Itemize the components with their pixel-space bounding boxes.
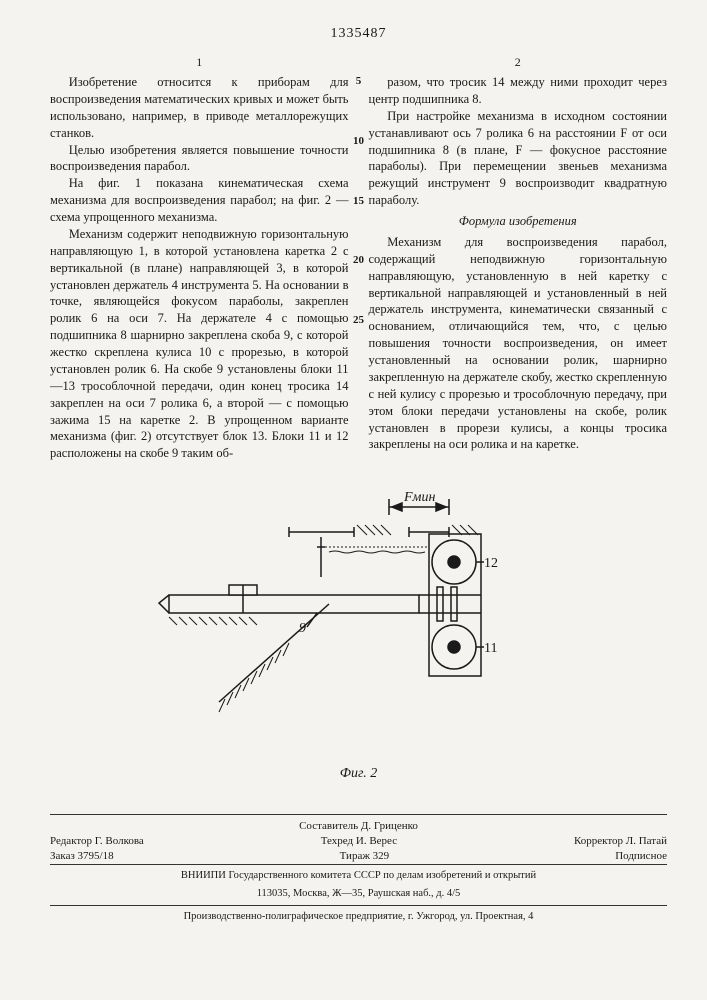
footer: Составитель Д. Гриценко Редактор Г. Волк… [50,814,667,924]
footer-org2: 113035, Москва, Ж—35, Раушская наб., д. … [50,887,667,901]
ref-9: 9 [299,621,306,636]
lineno: 20 [351,253,367,268]
footer-editor: Редактор Г. Волкова [50,834,144,849]
patent-page: 1335487 5 10 15 20 25 1 Изобретение отно… [0,0,707,1000]
paragraph: Механизм содержит неподвижную горизонтал… [50,226,349,462]
figure-2: Fмин [50,487,667,767]
footer-rule [50,864,667,865]
fmin-label: Fмин [403,490,435,505]
footer-credits-row: Редактор Г. Волкова Техред И. Верес Корр… [50,834,667,849]
ref-11: 11 [484,641,497,656]
paragraph: разом, что тросик 14 между ними проходит… [369,74,668,108]
ref-12: 12 [484,556,498,571]
fig2-diagram: Fмин [149,487,569,767]
column-left: 1 Изобретение относится к приборам для в… [50,54,349,462]
column-right: 2 разом, что тросик 14 между ними проход… [369,54,668,462]
figure-label: Фиг. 2 [50,765,667,784]
footer-order-row: Заказ 3795/18 Тираж 329 Подписное [50,849,667,864]
footer-sign: Подписное [615,849,667,864]
lineno: 15 [351,194,367,209]
paragraph: На фиг. 1 показана кинематическая схема … [50,175,349,226]
footer-rule [50,905,667,906]
lineno: 5 [351,74,367,89]
paragraph: При настройке механизма в исходном состо… [369,108,668,209]
footer-order: Заказ 3795/18 [50,849,114,864]
footer-org3: Производственно-полиграфическое предприя… [50,910,667,924]
footer-rule [50,814,667,815]
line-number-gutter: 5 10 15 20 25 [351,74,367,328]
lineno: 10 [351,134,367,149]
col-number: 2 [369,54,668,70]
col-number: 1 [50,54,349,70]
patent-number: 1335487 [50,25,667,44]
lineno: 25 [351,313,367,328]
footer-tehred: Техред И. Верес [321,834,397,849]
paragraph: Целью изобретения является повышение точ… [50,142,349,176]
text-columns: 5 10 15 20 25 1 Изобретение относится к … [50,54,667,462]
paragraph: Механизм для воспроизведения парабол, со… [369,234,668,453]
claims-heading: Формула изобретения [369,213,668,230]
footer-org1: ВНИИПИ Государственного комитета СССР по… [50,869,667,883]
footer-corrector: Корректор Л. Патай [574,834,667,849]
footer-tirazh: Тираж 329 [340,849,390,864]
footer-compiler: Составитель Д. Гриценко [50,819,667,834]
paragraph: Изобретение относится к приборам для вос… [50,74,349,142]
